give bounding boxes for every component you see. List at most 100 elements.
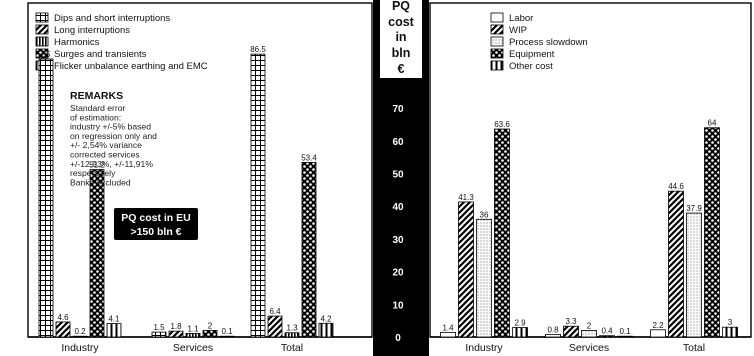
data-label-industry-other-cost: 2.9 xyxy=(514,319,526,328)
y-tick-label: 50 xyxy=(392,170,404,181)
legend-swatch-labor xyxy=(490,12,504,23)
legend-swatch-harmonics xyxy=(35,36,49,47)
bar-services-labor xyxy=(545,333,561,338)
data-label-total-surges-and-transients: 53.4 xyxy=(301,153,317,162)
bar-total-surges-and-transients xyxy=(301,161,317,338)
category-label-industry: Industry xyxy=(465,342,503,354)
bar-total-labor xyxy=(650,329,666,338)
callout-line-1: PQ cost in EU xyxy=(121,212,190,224)
legend-swatch-long-interruptions xyxy=(35,24,49,35)
bar-services-long-interruptions xyxy=(168,330,184,338)
bar-industry-process-slowdown xyxy=(476,218,492,338)
remarks-line: +/-12,93%, +/-11,91% xyxy=(70,159,153,169)
axis-title-line: PQ xyxy=(392,0,410,13)
bar-total-dips-and-short-interruptions xyxy=(250,53,266,338)
legend-swatch-wip xyxy=(490,24,504,35)
data-label-industry-process-slowdown: 36 xyxy=(480,210,489,219)
data-label-total-long-interruptions: 6.4 xyxy=(269,307,281,316)
remarks-line: Standard error xyxy=(70,103,126,113)
legend-label-harmonics: Harmonics xyxy=(54,37,100,48)
bar-services-harmonics xyxy=(185,333,201,338)
bar-industry-wip xyxy=(458,201,474,338)
axis-title-line: € xyxy=(398,62,405,76)
bar-services-wip xyxy=(563,325,579,338)
data-label-services-surges-and-transients: 2 xyxy=(208,321,213,330)
callout-line-2: >150 bln € xyxy=(130,226,181,238)
remarks-line: respectively xyxy=(70,168,116,178)
legend-swatch-other-cost xyxy=(490,60,504,71)
axis-title-line: in xyxy=(395,30,406,44)
data-label-services-equipment: 0.4 xyxy=(601,327,613,336)
legend-label-equipment: Equipment xyxy=(509,49,555,60)
bar-total-harmonics xyxy=(284,332,300,338)
data-label-services-long-interruptions: 1.8 xyxy=(170,322,182,331)
legend-label-surges-and-transients: Surges and transients xyxy=(54,49,147,60)
data-label-industry-surges-and-transients: 51.2 xyxy=(89,161,105,170)
legend-label-flicker-unbalance-earthing-and-emc: Flicker unbalance earthing and EMC xyxy=(54,61,208,72)
bar-total-process-slowdown xyxy=(686,212,702,338)
data-label-services-labor: 0.8 xyxy=(547,325,559,334)
bar-industry-surges-and-transients xyxy=(89,169,105,338)
data-label-industry-labor: 1.4 xyxy=(442,323,454,332)
bar-total-wip xyxy=(668,190,684,338)
bar-industry-long-interruptions xyxy=(55,321,71,338)
category-label-services: Services xyxy=(569,342,609,354)
legend-label-labor: Labor xyxy=(509,13,533,24)
y-tick-label: 30 xyxy=(392,235,404,246)
data-label-services-wip: 3.3 xyxy=(565,317,577,326)
y-tick-label: 40 xyxy=(392,202,404,213)
data-label-industry-dips-and-short-interruptions: 85 xyxy=(42,50,51,59)
bar-industry-labor xyxy=(440,332,456,338)
legend-swatch-surges-and-transients xyxy=(35,48,49,59)
remarks-title: REMARKS xyxy=(70,90,123,102)
data-label-industry-equipment: 63.6 xyxy=(494,120,510,129)
data-label-industry-flicker-unbalance-earthing-and-emc: 4.1 xyxy=(108,315,120,324)
legend-label-process-slowdown: Process slowdown xyxy=(509,37,588,48)
data-label-services-harmonics: 1.1 xyxy=(187,324,199,333)
category-label-industry: Industry xyxy=(61,342,99,354)
legend-label-long-interruptions: Long interruptions xyxy=(54,25,130,36)
data-label-total-harmonics: 1.3 xyxy=(286,324,298,333)
axis-title-line: cost xyxy=(388,15,415,29)
bar-industry-flicker-unbalance-earthing-and-emc xyxy=(106,323,122,338)
y-tick-label: 20 xyxy=(392,268,404,279)
bar-services-equipment xyxy=(599,335,615,338)
y-tick-label: 0 xyxy=(395,333,401,344)
legend-label-wip: WIP xyxy=(509,25,527,36)
data-label-industry-wip: 41.3 xyxy=(458,193,474,202)
data-label-services-other-cost: 0.1 xyxy=(619,327,631,336)
legend-swatch-equipment xyxy=(490,48,504,59)
legend-label-other-cost: Other cost xyxy=(509,61,553,72)
data-label-services-dips-and-short-interruptions: 1.5 xyxy=(153,323,165,332)
legend-swatch-dips-and-short-interruptions xyxy=(35,12,49,23)
bar-total-equipment xyxy=(704,127,720,338)
y-tick-label: 10 xyxy=(392,300,404,311)
bar-services-flicker-unbalance-earthing-and-emc xyxy=(219,335,235,338)
category-label-total: Total xyxy=(281,342,303,354)
data-label-total-process-slowdown: 37.9 xyxy=(686,204,702,213)
data-label-services-flicker-unbalance-earthing-and-emc: 0.1 xyxy=(221,327,233,336)
legend-label-dips-and-short-interruptions: Dips and short interruptions xyxy=(54,13,170,24)
y-tick-label: 70 xyxy=(392,104,404,115)
bar-services-other-cost xyxy=(617,335,633,338)
legend-swatch-process-slowdown xyxy=(490,36,504,47)
bar-services-dips-and-short-interruptions xyxy=(151,331,167,338)
data-label-services-process-slowdown: 2 xyxy=(587,321,592,330)
bar-industry-harmonics xyxy=(72,335,88,338)
bar-industry-equipment xyxy=(494,128,510,338)
data-label-industry-long-interruptions: 4.6 xyxy=(57,313,69,322)
data-label-total-wip: 44.6 xyxy=(668,182,684,191)
data-label-total-labor: 2.2 xyxy=(652,321,664,330)
bar-services-surges-and-transients xyxy=(202,330,218,338)
bar-industry-dips-and-short-interruptions xyxy=(38,58,54,338)
bar-total-other-cost xyxy=(722,326,738,338)
bar-total-flicker-unbalance-earthing-and-emc xyxy=(318,322,334,338)
bar-total-long-interruptions xyxy=(267,315,283,338)
axis-title-line: bln xyxy=(392,46,411,60)
remarks-line: corrected services xyxy=(70,150,140,160)
remarks-line: on regression only and xyxy=(70,131,157,141)
category-label-services: Services xyxy=(173,342,213,354)
